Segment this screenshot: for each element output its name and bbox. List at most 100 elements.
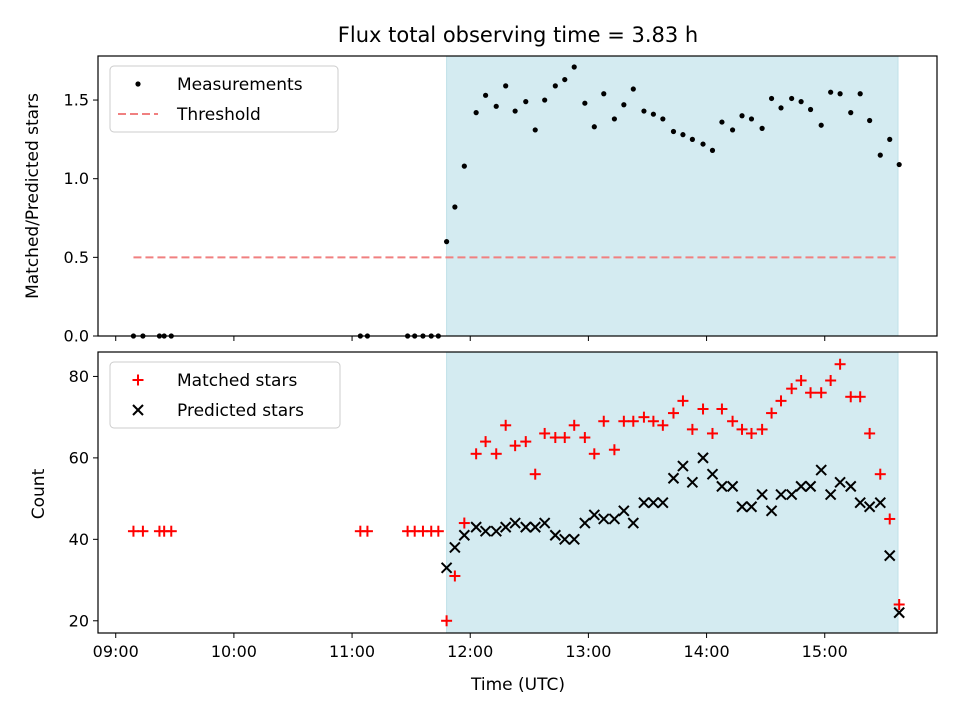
count-point	[893, 598, 905, 610]
count-point	[509, 440, 521, 452]
count-point	[745, 501, 758, 513]
ratio-point	[837, 91, 843, 97]
ratio-point	[768, 95, 775, 102]
count-point	[618, 415, 630, 427]
count-legend-label: Predicted stars	[177, 401, 304, 421]
count-point	[529, 521, 541, 533]
count-point	[845, 391, 857, 403]
count-panel: 20 40 60 80 09:00 10:00 11:00 12:00 13:00 14:00 15…	[69, 351, 938, 661]
ratio-y-tick-label: 1.5	[64, 91, 89, 110]
count-point	[441, 615, 453, 627]
count-point	[815, 387, 827, 399]
count-point	[568, 533, 580, 546]
count-point	[765, 505, 778, 517]
ratio-point	[896, 161, 902, 168]
count-point	[785, 488, 798, 501]
count-point	[864, 427, 876, 439]
ratio-point	[641, 108, 647, 114]
x-tick-label: 15:00	[802, 642, 848, 661]
x-tick-label: 13:00	[565, 642, 611, 661]
count-point	[549, 432, 561, 444]
ratio-y-tick-label: 0.5	[64, 248, 89, 267]
count-point	[608, 513, 621, 525]
count-point	[825, 375, 837, 387]
count-point	[766, 407, 778, 419]
count-point	[499, 521, 512, 533]
ratio-point	[887, 136, 893, 142]
count-y-tick-label: 60	[69, 448, 89, 467]
count-point	[657, 496, 669, 509]
ratio-legend-box	[109, 65, 339, 133]
count-point	[647, 415, 659, 427]
count-point	[854, 496, 866, 509]
ratio-point	[739, 113, 745, 119]
count-series-matched-stars	[127, 358, 905, 627]
ratio-point	[848, 110, 854, 116]
count-point	[618, 505, 630, 517]
count-point	[500, 419, 512, 431]
ratio-point	[473, 110, 479, 116]
count-legend-marker	[132, 374, 144, 386]
ratio-point	[611, 116, 617, 122]
count-point	[845, 480, 857, 493]
count-point	[529, 468, 541, 480]
count-point	[667, 407, 679, 419]
count-point	[638, 411, 650, 423]
count-point	[449, 570, 461, 582]
count-point	[697, 452, 709, 464]
ratio-point	[571, 64, 577, 70]
ratio-point	[670, 128, 677, 135]
count-y-axis-label: Count	[29, 468, 49, 519]
ratio-point	[512, 108, 518, 114]
count-point	[726, 480, 739, 493]
ratio-point	[452, 204, 458, 210]
ratio-point	[867, 117, 873, 124]
ratio-point	[523, 99, 529, 105]
ratio-point	[562, 76, 568, 83]
count-point	[795, 480, 807, 493]
count-point	[756, 423, 768, 435]
count-legend-marker	[132, 404, 144, 416]
ratio-point	[443, 239, 450, 245]
count-point	[657, 419, 669, 431]
count-point	[559, 533, 571, 546]
count-point	[538, 517, 551, 529]
count-point	[805, 387, 817, 399]
count-point	[756, 488, 768, 501]
count-point	[479, 525, 492, 537]
count-point	[520, 436, 532, 448]
ratio-point	[503, 83, 509, 89]
ratio-y-tick-label: 0.0	[64, 327, 89, 346]
ratio-point	[532, 127, 538, 133]
ratio-point	[621, 102, 627, 108]
ratio-legend-label: Threshold	[176, 105, 261, 125]
count-point	[627, 517, 640, 529]
count-point	[775, 395, 787, 407]
count-point	[874, 468, 886, 480]
ratio-point	[729, 127, 736, 133]
count-point	[775, 488, 787, 501]
count-legend-label: Matched stars	[177, 371, 297, 391]
x-tick-label: 12:00	[447, 642, 493, 661]
count-point	[490, 448, 502, 460]
count-point	[745, 427, 757, 439]
ratio-point	[700, 141, 706, 147]
count-point	[804, 480, 817, 493]
count-point	[579, 432, 591, 444]
ratio-point	[798, 99, 804, 105]
x-tick-label: 09:00	[93, 642, 139, 661]
count-point	[588, 448, 600, 460]
ratio-observing-window	[446, 55, 899, 337]
ratio-point	[748, 116, 755, 122]
ratio-point	[591, 124, 597, 130]
ratio-point	[601, 91, 607, 97]
ratio-series-measurements	[130, 64, 902, 339]
count-point	[449, 541, 461, 554]
count-point	[608, 444, 620, 456]
count-point	[588, 509, 601, 521]
count-point	[697, 403, 709, 415]
count-point	[638, 496, 650, 509]
ratio-point	[877, 152, 883, 158]
count-point	[137, 525, 149, 537]
